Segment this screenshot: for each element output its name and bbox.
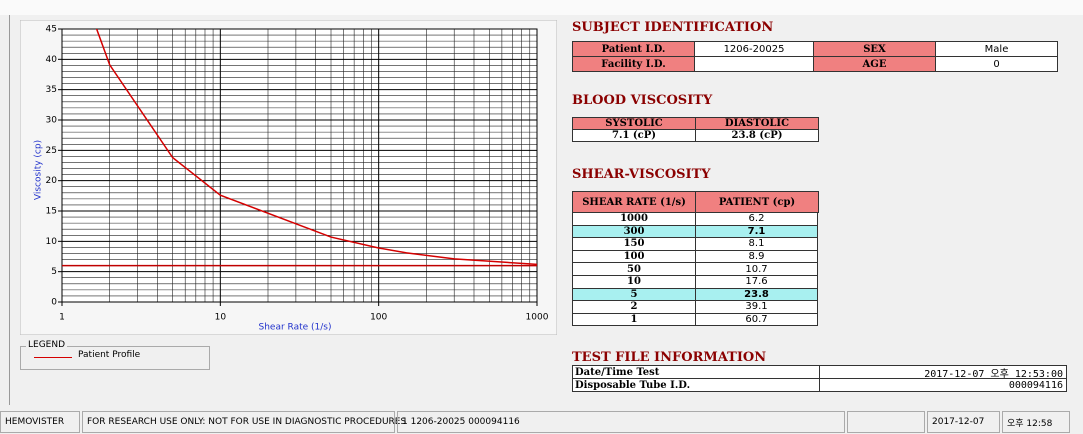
legend <box>20 346 210 370</box>
section-title: TEST FILE INFORMATION <box>572 350 767 365</box>
x-tick-label: 1 <box>59 313 65 323</box>
table-cell: 60.7 <box>695 312 818 327</box>
y-tick-label: 15 <box>46 207 57 217</box>
table-cell <box>694 56 814 72</box>
table-cell: 23.8 (cP) <box>695 129 819 142</box>
table-cell: 7.1 <box>695 224 818 239</box>
table-cell: AGE <box>813 56 936 72</box>
table-cell: 000094116 <box>819 378 1067 392</box>
frame-line <box>9 15 10 405</box>
plot-area <box>62 29 537 302</box>
x-tick-label: 100 <box>370 313 387 323</box>
status-segment: FOR RESEARCH USE ONLY: NOT FOR USE IN DI… <box>82 411 406 433</box>
table-cell: Patient I.D. <box>572 41 695 57</box>
series-line <box>95 29 537 266</box>
y-tick-label: 45 <box>46 25 57 35</box>
table-cell: 10 <box>572 275 696 289</box>
status-segment: 2017-12-07 <box>927 411 1000 433</box>
y-tick-label: 35 <box>46 85 57 95</box>
table-cell: 5 <box>572 287 696 302</box>
y-tick-label: 40 <box>46 55 58 65</box>
table-cell: 8.1 <box>695 237 818 251</box>
status-segment: 오후 12:58 <box>1002 411 1070 433</box>
section-title: SUBJECT IDENTIFICATION <box>572 20 774 35</box>
table-cell: 7.1 (cP) <box>572 129 696 142</box>
x-axis-label: Shear Rate (1/s) <box>259 323 332 333</box>
y-tick-label: 0 <box>51 298 57 308</box>
status-segment: HEMOVISTER <box>0 411 80 433</box>
table-cell: Date/Time Test <box>572 365 820 379</box>
table-cell: SHEAR RATE (1/s) <box>572 191 696 213</box>
table-cell: 300 <box>572 224 696 239</box>
table-cell: SEX <box>813 41 936 57</box>
table-cell: Facility I.D. <box>572 56 695 72</box>
table-cell: Male <box>935 41 1058 57</box>
table-cell: Disposable Tube I.D. <box>572 378 820 392</box>
status-segment <box>847 411 925 433</box>
section-title: BLOOD VISCOSITY <box>572 93 713 108</box>
table-cell: 50 <box>572 262 696 276</box>
x-tick-label: 10 <box>215 313 227 323</box>
table-cell: 6.2 <box>695 212 818 226</box>
table-cell: 0 <box>935 56 1058 72</box>
table-cell: PATIENT (cp) <box>695 191 819 213</box>
y-tick-label: 30 <box>46 116 58 126</box>
table-cell: 8.9 <box>695 249 818 264</box>
top-strip <box>0 0 1083 15</box>
table-cell: 1 <box>572 312 696 327</box>
legend-title: LEGEND <box>26 340 68 350</box>
table-cell: 2 <box>572 300 696 314</box>
legend-swatch <box>34 357 72 358</box>
y-tick-label: 20 <box>46 176 58 186</box>
table-cell: 2017-12-07 오후 12:53:00 <box>819 365 1067 379</box>
table-cell: 1000 <box>572 212 696 226</box>
table-cell: 10.7 <box>695 262 818 276</box>
legend-label: Patient Profile <box>78 350 141 360</box>
table-cell: 39.1 <box>695 300 818 314</box>
y-axis-label: Viscosity (cp) <box>34 140 44 200</box>
chart: Shear Rate (1/s) Viscosity (cp) 0 5 10 15 20… <box>20 20 557 335</box>
status-segment: 1 1206-20025 000094116 <box>397 411 845 433</box>
table-cell: 150 <box>572 237 696 251</box>
table-cell: 17.6 <box>695 275 818 289</box>
plot-border <box>61 28 538 303</box>
section-title: SHEAR-VISCOSITY <box>572 167 711 182</box>
x-tick-label: 1000 <box>526 313 549 323</box>
table-cell: 1206-20025 <box>694 41 814 57</box>
table-cell: 100 <box>572 249 696 264</box>
y-tick-label: 10 <box>46 237 58 247</box>
table-cell: 23.8 <box>695 287 818 302</box>
y-tick-label: 25 <box>46 146 57 156</box>
y-tick-label: 5 <box>51 267 57 277</box>
